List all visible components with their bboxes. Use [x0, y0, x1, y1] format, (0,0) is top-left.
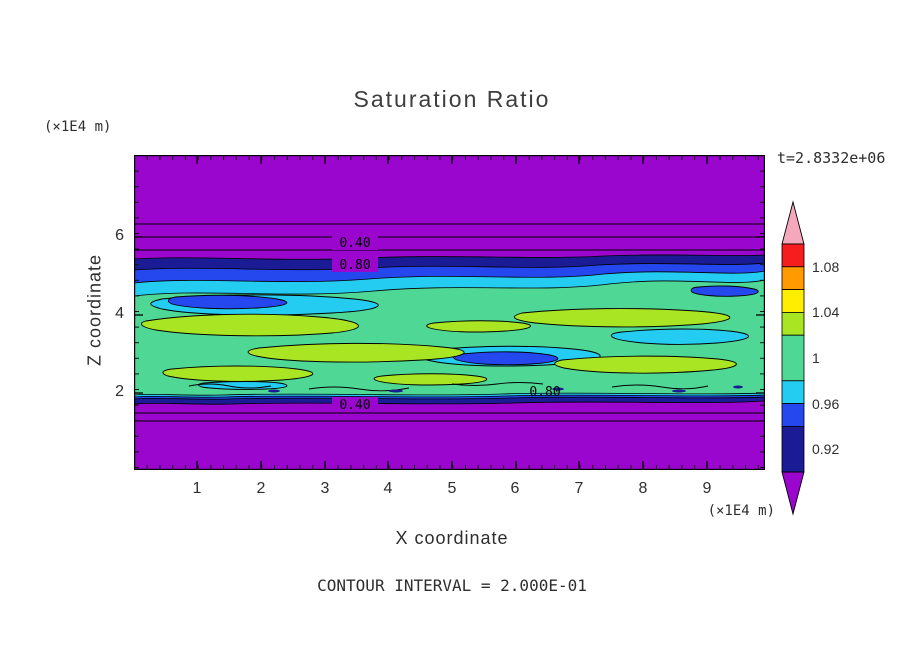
x-tick-6: 6: [510, 480, 520, 497]
colorbar-segment-yellow: [781, 289, 805, 313]
x-axis-units: (×1E4 m): [707, 503, 775, 519]
contour-squiggle-4: [611, 384, 709, 390]
contour-label-bottom-040: 0.40: [339, 398, 370, 413]
contour-plot: 0.40 0.80 0.40 0.80: [134, 155, 765, 470]
time-annotation: t=2.8332e+06: [777, 149, 886, 167]
contour-speck-5: [733, 385, 743, 389]
y-axis-units: (×1E4 m): [44, 119, 112, 135]
colorbar-tip-top-pink: [781, 200, 805, 245]
x-axis-label: X coordinate: [395, 528, 509, 548]
contour-speck-4: [672, 389, 686, 393]
y-axis-minor-ticks-left: [134, 155, 139, 470]
field-patch-greenyellow-6: [373, 373, 488, 386]
contour-squiggle-3: [451, 382, 544, 386]
x-tick-7: 7: [574, 480, 584, 497]
contour-interval-note: CONTOUR INTERVAL = 2.000E-01: [317, 576, 587, 595]
colorbar-label-1: 1: [812, 350, 820, 366]
x-tick-5: 5: [447, 480, 457, 497]
x-tick-3: 3: [320, 480, 330, 497]
colorbar-segment-orange: [781, 266, 805, 291]
field-patch-blue-3: [690, 285, 759, 297]
colorbar: [781, 200, 805, 516]
y-tick-2: 2: [115, 383, 124, 400]
field-patch-greenyellow-5: [162, 365, 314, 382]
colorbar-segment-red: [781, 243, 805, 268]
colorbar-label-1-08: 1.08: [812, 259, 840, 275]
contour-label-bg: [332, 256, 378, 272]
colorbar-segment-greenyellow: [781, 312, 805, 336]
x-tick-2: 2: [256, 480, 266, 497]
contour-label-bottom-080: 0.80: [529, 385, 560, 400]
x-tick-9: 9: [702, 480, 712, 497]
y-tick-4: 4: [115, 305, 124, 322]
contour-speck-3: [552, 387, 564, 391]
field-patch-greenyellow-2: [247, 342, 465, 363]
colorbar-segment-cyan: [781, 380, 805, 405]
y-tick-6: 6: [115, 227, 124, 244]
field-patch-greenyellow-3: [514, 308, 731, 328]
colorbar-label-1-04: 1.04: [812, 304, 840, 320]
colorbar-segment-blue: [781, 403, 805, 427]
colorbar-segment-springgreen: [781, 334, 805, 382]
field-patch-blue-2: [452, 351, 559, 366]
field-patch-blue-1: [167, 294, 288, 310]
x-tick-4: 4: [383, 480, 393, 497]
contour-speck-1: [268, 389, 280, 393]
page-title: Saturation Ratio: [353, 86, 551, 112]
contour-label-bg: [332, 234, 378, 250]
x-tick-1: 1: [192, 480, 202, 497]
field-patch-greenyellow-4: [554, 355, 737, 374]
colorbar-tip-bottom-purple: [781, 471, 805, 516]
y-axis-minor-ticks-right: [760, 155, 765, 470]
contour-squiggle-1: [188, 383, 272, 389]
contour-label-bg: [332, 397, 378, 412]
colorbar-label-0-96: 0.96: [812, 396, 840, 412]
contour-label-top-080: 0.80: [339, 258, 370, 273]
x-axis-minor-ticks-top: [134, 155, 765, 160]
colorbar-label-0-92: 0.92: [812, 441, 840, 457]
field-patch-greenyellow-1: [140, 313, 359, 337]
colorbar-segment-navy: [781, 425, 805, 473]
x-axis-minor-ticks-bottom: [134, 465, 765, 470]
contour-label-top-040: 0.40: [339, 236, 370, 251]
field-patch-cyan-3: [610, 328, 749, 345]
axis-major-ticks: [134, 155, 765, 470]
plot-frame: [134, 155, 765, 470]
contour-speck-2: [389, 389, 403, 393]
x-tick-8: 8: [638, 480, 648, 497]
field-patch-greenyellow-7: [426, 320, 531, 333]
